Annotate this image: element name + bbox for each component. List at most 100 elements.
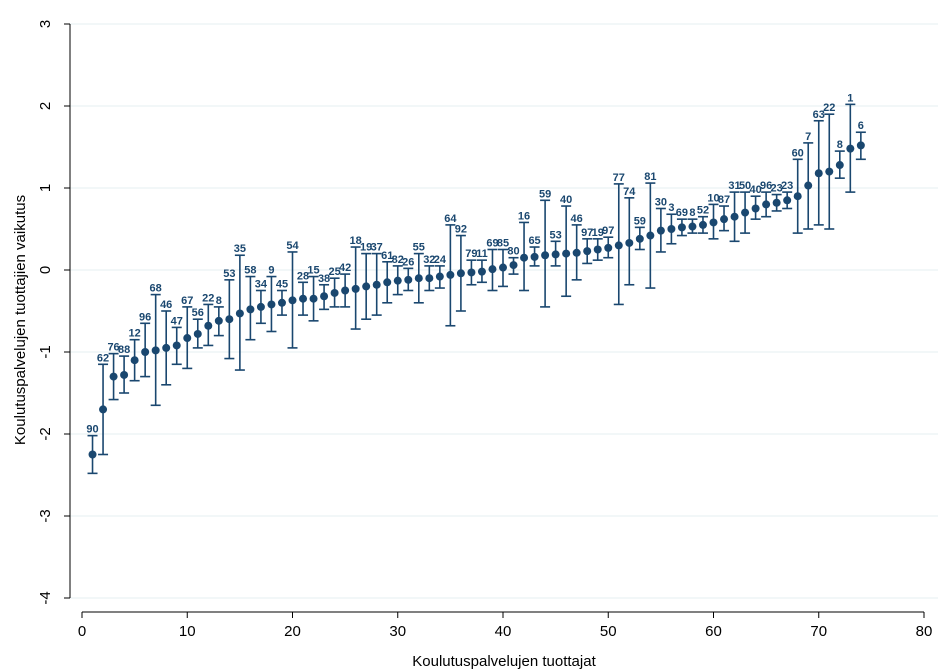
data-point [151, 346, 160, 355]
data-point-label: 22 [823, 102, 835, 114]
y-axis-title: Koulutuspalvelujen tuottajien vaikutus [12, 195, 29, 445]
data-point-label: 11 [476, 248, 488, 260]
y-tick-label: -1 [37, 345, 54, 358]
data-point-label: 22 [202, 292, 214, 304]
data-point [109, 372, 118, 381]
data-point [677, 223, 686, 232]
data-point-label: 76 [107, 342, 119, 354]
gridlines [70, 23, 938, 599]
data-point-label: 8 [216, 295, 222, 307]
data-point-label: 79 [465, 248, 477, 260]
data-point [783, 196, 792, 205]
data-point [541, 251, 550, 260]
data-point-label: 1 [847, 92, 853, 104]
x-tick-label: 20 [284, 623, 301, 640]
data-point-label: 23 [781, 180, 793, 192]
data-point [499, 263, 507, 272]
data-point-label: 6 [858, 120, 864, 132]
data-point [404, 275, 413, 284]
data-point [235, 309, 244, 318]
data-point-label: 97 [602, 225, 614, 237]
data-point-label: 50 [739, 180, 751, 192]
data-point [656, 226, 665, 235]
data-point [741, 208, 750, 217]
data-point-label: 40 [560, 194, 572, 206]
data-point [88, 450, 97, 459]
data-point [183, 334, 192, 343]
data-point [488, 265, 497, 274]
data-point-label: 19 [360, 242, 372, 254]
data-point [456, 269, 465, 278]
data-point [720, 215, 729, 224]
data-point [256, 302, 265, 311]
data-points [88, 141, 865, 459]
data-point [214, 316, 223, 325]
data-point-label: 92 [455, 224, 467, 236]
y-tick-label: 1 [37, 184, 54, 192]
data-point [99, 405, 108, 414]
data-point-label: 69 [486, 238, 498, 250]
data-point [562, 249, 571, 258]
data-point [698, 220, 707, 229]
y-tick-label: -3 [37, 509, 54, 522]
data-point [583, 247, 592, 256]
data-point-label: 15 [307, 265, 319, 277]
data-point-label: 25 [328, 266, 340, 278]
data-point-label: 96 [139, 311, 151, 323]
data-point-label: 59 [634, 215, 646, 227]
data-point-label: 97 [581, 227, 593, 239]
plot-background [70, 15, 938, 623]
data-point-label: 53 [223, 268, 235, 280]
data-point [751, 204, 760, 213]
data-point [246, 305, 255, 314]
data-point-label: 96 [760, 180, 772, 192]
data-point [383, 278, 392, 287]
data-point-label: 87 [718, 194, 730, 206]
data-point [520, 253, 529, 262]
data-point-label: 63 [813, 109, 825, 121]
data-point-label: 35 [234, 243, 246, 255]
x-tick-label: 40 [495, 623, 512, 640]
data-point-label: 26 [402, 256, 414, 268]
data-point-label: 8 [837, 139, 843, 151]
data-point [614, 241, 623, 250]
data-point-label: 65 [528, 235, 540, 247]
data-point [204, 321, 213, 330]
data-point-label: 45 [276, 279, 288, 291]
data-point-label: 40 [749, 184, 761, 196]
data-point [309, 294, 318, 303]
data-point-label: 88 [118, 344, 130, 356]
data-point-label: 58 [244, 265, 256, 277]
data-point-label: 60 [792, 147, 804, 159]
data-point-label: 61 [381, 250, 393, 262]
data-point-label: 9 [268, 265, 274, 277]
data-point [299, 294, 308, 303]
data-point [277, 298, 286, 307]
data-point [709, 218, 718, 227]
data-point [130, 356, 139, 365]
data-point-label: 68 [150, 283, 162, 295]
data-point-label: 64 [444, 213, 457, 225]
data-point [635, 234, 644, 243]
data-point [435, 272, 444, 281]
data-point-label: 28 [297, 270, 309, 282]
y-tick-label: 2 [37, 102, 54, 110]
data-point [225, 315, 234, 324]
data-point-label: 62 [97, 352, 109, 364]
data-point [162, 343, 171, 352]
data-point [425, 274, 434, 283]
x-tick-label: 80 [916, 623, 933, 640]
data-point [467, 268, 476, 277]
data-point-label: 53 [550, 229, 562, 241]
data-point [120, 370, 129, 379]
data-point-label: 46 [571, 213, 583, 225]
data-point-label: 37 [371, 242, 383, 254]
data-point-label: 24 [434, 254, 447, 266]
data-point-label: 19 [592, 227, 604, 239]
data-point [414, 274, 423, 283]
data-point [362, 282, 371, 291]
y-tick-label: 3 [37, 20, 54, 28]
